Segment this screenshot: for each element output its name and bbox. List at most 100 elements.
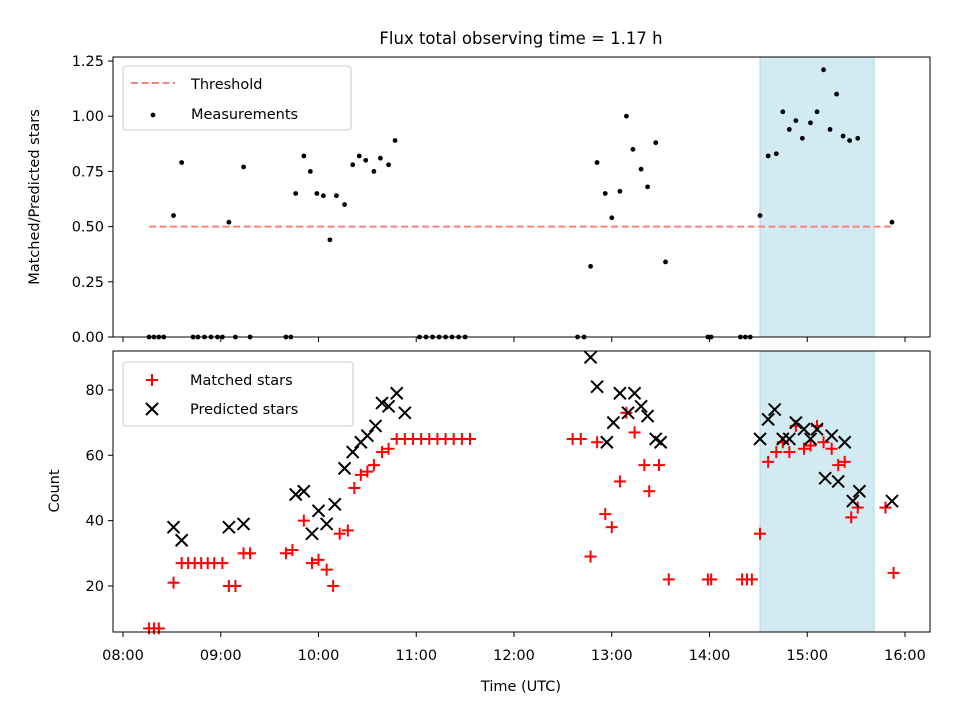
x-axis-label: Time (UTC) (480, 679, 561, 695)
measurement-point (327, 237, 333, 243)
top-legend: Threshold Measurements (122, 65, 352, 131)
top-y-tick-label: 0.50 (72, 220, 104, 236)
matched-star-point (817, 436, 830, 449)
bottom-axes-frame (112, 350, 931, 633)
measurement-point (645, 184, 650, 190)
measurement-point (617, 188, 623, 194)
matched-star-point (333, 527, 346, 540)
predicted-star-point (236, 517, 251, 531)
measurement-point (301, 153, 307, 159)
measurement-point (320, 193, 326, 199)
matched-star-point (783, 446, 796, 459)
predicted-star-point (824, 428, 839, 443)
measurement-point (356, 153, 362, 159)
predicted-star-point (360, 428, 375, 443)
measurement-point (821, 67, 826, 73)
bottom-y-tick-label: 80 (86, 383, 104, 399)
matched-star-point (754, 527, 767, 540)
predicted-legend-label: Predicted stars (190, 402, 298, 418)
matched-star-point (745, 573, 758, 586)
matched-star-point (825, 442, 838, 455)
predicted-star-point (398, 406, 412, 420)
matched-star-point (879, 501, 892, 514)
predicted-star-point (753, 432, 767, 446)
measurement-point (241, 164, 246, 170)
matched-star-point (705, 573, 718, 586)
predicted-star-point (166, 520, 181, 534)
threshold-legend-label: Threshold (190, 77, 262, 93)
bottom-x-tick-label: 11:00 (395, 648, 437, 664)
matched-star-point (361, 465, 374, 478)
bottom-x-tick-label: 13:00 (591, 648, 633, 664)
bottom-y-tick-label: 60 (86, 448, 104, 464)
measurement-point (392, 138, 398, 143)
top-y-tick-label: 0.75 (72, 164, 104, 180)
matched-star-point (297, 514, 310, 527)
matched-star-point (613, 475, 626, 488)
measurements-legend-label: Measurements (191, 107, 298, 123)
predicted-star-point (583, 350, 598, 365)
measurement-point (609, 215, 615, 221)
matched-star-point (376, 446, 389, 459)
matched-star-point (244, 547, 257, 560)
measurement-point (765, 153, 771, 159)
predicted-star-point (375, 396, 389, 410)
predicted-star-point (627, 386, 642, 400)
measurement-point (588, 263, 593, 269)
measurement-point (786, 127, 792, 132)
top-y-tick-label: 1.00 (72, 109, 104, 125)
measurement-point (371, 169, 377, 174)
measurement-point (363, 157, 369, 163)
measurement-point (334, 193, 339, 199)
measurement-point (757, 213, 763, 218)
shaded-region (759, 56, 875, 338)
matched-star-point (584, 550, 597, 563)
predicted-star-point (810, 422, 824, 436)
measurement-point (179, 160, 185, 165)
matched-star-point (832, 459, 845, 472)
top-axes-frame (112, 56, 931, 338)
matched-star-point (599, 508, 612, 521)
predicted-star-point (761, 412, 775, 427)
matched-star-point (320, 563, 333, 576)
matched-star-point (620, 406, 633, 419)
predicted-star-point (600, 435, 614, 449)
bottom-x-tick-label: 16:00 (884, 648, 926, 664)
predicted-star-point (653, 435, 668, 449)
measurement-point (780, 109, 786, 115)
predicted-legend-swatch (145, 402, 159, 416)
predicted-star-point (319, 517, 334, 531)
predicted-star-point (885, 494, 899, 508)
measurement-point (663, 259, 668, 265)
matched-star-point (305, 557, 318, 570)
measurement-point (808, 120, 813, 126)
top-panel: 0.00 0.25 0.50 0.75 1.00 1.25 Matched/Predict… (27, 54, 931, 346)
top-y-tick-label: 0.00 (72, 330, 104, 346)
measurement-point (827, 127, 833, 132)
measurement-point (799, 135, 805, 141)
predicted-star-point (174, 533, 189, 547)
measurement-point (293, 191, 299, 196)
matched-star-point (804, 439, 817, 452)
matched-star-point (327, 579, 340, 592)
bottom-y-axis-label: Count (47, 469, 63, 512)
predicted-star-point (328, 497, 342, 512)
predicted-star-point (222, 520, 236, 534)
matched-star-point (652, 459, 665, 472)
matched-star-point (797, 442, 810, 455)
measurement-point (307, 169, 313, 174)
bottom-x-tick-label: 10:00 (298, 648, 340, 664)
matched-star-point (574, 432, 587, 445)
bottom-y-tick-label: 40 (86, 514, 104, 530)
matched-star-point (464, 432, 477, 445)
top-legend-box (122, 65, 352, 131)
matched-star-point (605, 521, 618, 534)
predicted-star-point (767, 402, 782, 417)
predicted-star-point (789, 415, 803, 430)
predicted-star-point (852, 484, 867, 498)
matched-star-point (382, 442, 395, 455)
matched-star-point (662, 573, 675, 586)
matched-star-point (591, 436, 604, 449)
matched-star-point (229, 579, 242, 592)
bottom-predicted-points (166, 350, 899, 547)
